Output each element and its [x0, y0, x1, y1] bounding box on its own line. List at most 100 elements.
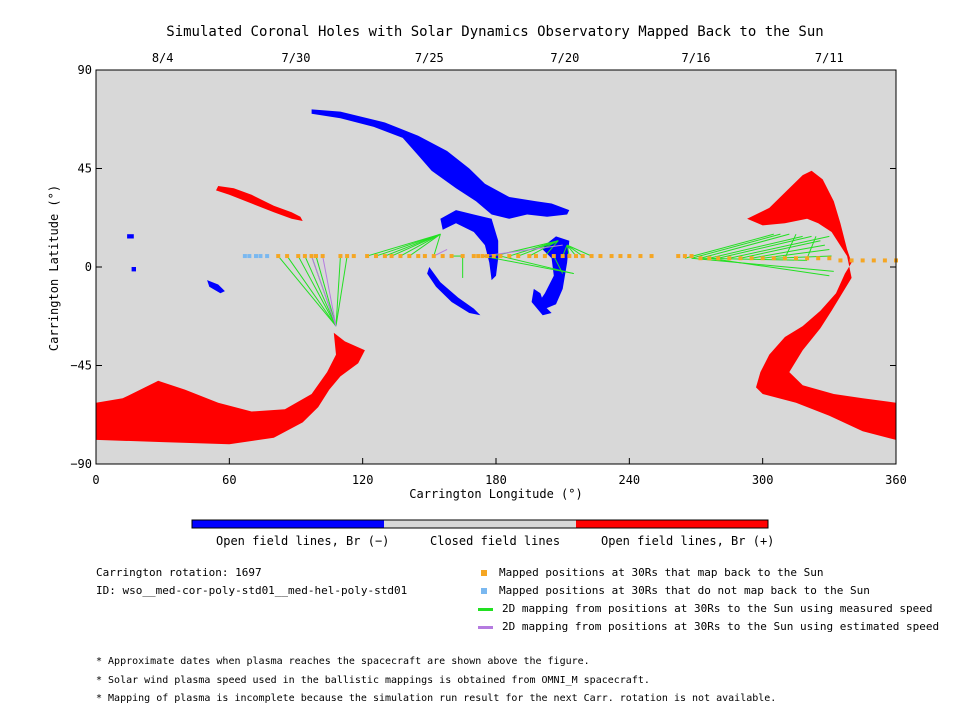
y-axis-label: Carrington Latitude (°): [47, 185, 61, 351]
mapped-point-34: [560, 254, 565, 259]
mapped-point-2: [296, 254, 301, 259]
mapped-point-8: [345, 254, 350, 259]
mapped-point-43: [638, 254, 643, 259]
coronal-hole-positive-1: [216, 186, 303, 221]
top-date-label-5: 7/11: [815, 51, 844, 65]
mapped-point-27: [498, 254, 503, 259]
measured-mapping-line-41: [691, 257, 834, 272]
colorbar-label-negative: Open field lines, Br (−): [216, 534, 390, 548]
measured-mapping-line-33: [709, 235, 803, 259]
coronal-hole-negative-9: [131, 267, 136, 272]
mapped-point-11: [374, 254, 378, 259]
mapped-point-64: [871, 258, 876, 263]
mapped-point-48: [698, 256, 703, 261]
mapped-point-16: [416, 254, 421, 259]
unmapped-point-3: [258, 254, 263, 259]
mapped-point-39: [598, 254, 603, 259]
measured-mapping-line-25: [566, 244, 583, 257]
mapped-point-38: [589, 254, 594, 259]
colorbar-segment-0: [192, 520, 384, 528]
mapped-point-31: [534, 254, 538, 259]
mapped-point-65: [882, 258, 887, 263]
measured-mapping-line-12: [400, 233, 441, 257]
coronal-hole-negative-3: [311, 109, 570, 219]
mapped-point-56: [782, 256, 787, 261]
measured-mapping-line-7: [335, 255, 348, 327]
measured-mapping-line-29: [482, 255, 574, 275]
estimated-mapping-line-1: [322, 255, 337, 327]
mapped-point-19: [440, 254, 445, 259]
measured-mapping-line-2: [297, 255, 337, 327]
estimated-mapping-line-0: [311, 255, 337, 327]
mapped-point-21: [460, 254, 465, 259]
measured-mapping-line-11: [391, 233, 441, 257]
x-tick-label-5: 300: [752, 473, 774, 487]
mapped-point-36: [574, 254, 578, 259]
measured-mapping-line-21: [544, 240, 559, 257]
x-tick-label-0: 0: [92, 473, 99, 487]
colorbar-frame: [191, 519, 769, 529]
mapped-point-59: [816, 256, 821, 261]
mapped-point-51: [727, 256, 732, 261]
colorbar-label-closed: Closed field lines: [430, 534, 561, 548]
mapped-point-41: [618, 254, 623, 259]
unmapped-point-4: [265, 254, 270, 259]
y-tick-label-1: 45: [78, 162, 92, 176]
mapped-point-32: [542, 254, 547, 259]
mapped-point-23: [476, 254, 481, 259]
measured-mapping-line-30: [684, 233, 774, 259]
mapped-point-14: [398, 254, 403, 259]
coronal-hole-negative-8: [127, 234, 134, 239]
measured-mapping-line-28: [500, 255, 574, 275]
y-tick-label-3: −45: [70, 359, 92, 373]
measured-mapping-line-20: [529, 240, 559, 257]
colorbar-segment-1: [384, 520, 576, 528]
x-axis-label: Carrington Longitude (°): [409, 487, 582, 501]
mapped-point-44: [649, 254, 654, 259]
polarity-colorbar: [191, 519, 769, 529]
axis-ticks: 0 60 120 180 240 300 360 90 45 0 −45 −90: [70, 63, 907, 487]
top-date-label-1: 7/30: [282, 51, 311, 65]
y-tick-label-4: −90: [70, 457, 92, 471]
mapped-point-26: [491, 254, 496, 259]
x-tick-label-1: 60: [222, 473, 236, 487]
mapped-point-22: [471, 254, 476, 259]
x-tick-label-2: 120: [352, 473, 374, 487]
measured-mapping-line-3: [304, 255, 337, 327]
measured-mapping-line-9: [375, 233, 441, 257]
mapped-point-13: [389, 254, 394, 259]
legend-label: Mapped positions at 30Rs that do not map…: [499, 584, 870, 597]
green-line-marker: [478, 607, 493, 611]
mapped-point-29: [516, 254, 521, 259]
mapped-point-33: [551, 254, 556, 259]
unmapped-point-0: [242, 254, 247, 259]
mapped-point-30: [527, 254, 532, 259]
colorbar-segment-2: [576, 520, 768, 528]
measured-mapping-line-36: [740, 240, 821, 259]
estimated-speed-mapping-lines: [311, 244, 563, 327]
y-tick-label-0: 90: [78, 63, 92, 77]
measured-mapping-line-42: [709, 257, 830, 277]
measured-mapping-line-14: [433, 234, 441, 257]
y-tick-label-2: 0: [85, 260, 92, 274]
mapped-point-35: [567, 254, 572, 259]
mapped-point-9: [351, 254, 356, 259]
mapped-point-57: [794, 256, 798, 261]
mapped-point-58: [805, 256, 810, 261]
unmapped-point-1: [247, 254, 252, 259]
coronal-hole-positive-2: [747, 170, 896, 440]
estimated-mapping-line-2: [433, 249, 448, 257]
measured-mapping-line-26: [566, 244, 592, 257]
mapped-point-10: [365, 254, 370, 259]
measured-mapping-line-44: [806, 236, 817, 259]
mapped-point-0: [276, 254, 281, 259]
mapped-point-28: [507, 254, 512, 259]
legend-item-measured-speed: 2D mapping from positions at 30Rs to the…: [478, 602, 932, 616]
mapped-point-60: [827, 256, 832, 261]
legend-label: 2D mapping from positions at 30Rs to the…: [502, 602, 933, 615]
x-tick-label-4: 240: [618, 473, 640, 487]
mapped-point-42: [627, 254, 632, 259]
measured-mapping-line-13: [409, 233, 441, 257]
legend-item-mapped: Mapped positions at 30Rs that map back t…: [478, 566, 824, 580]
mapped-point-45: [676, 254, 681, 259]
